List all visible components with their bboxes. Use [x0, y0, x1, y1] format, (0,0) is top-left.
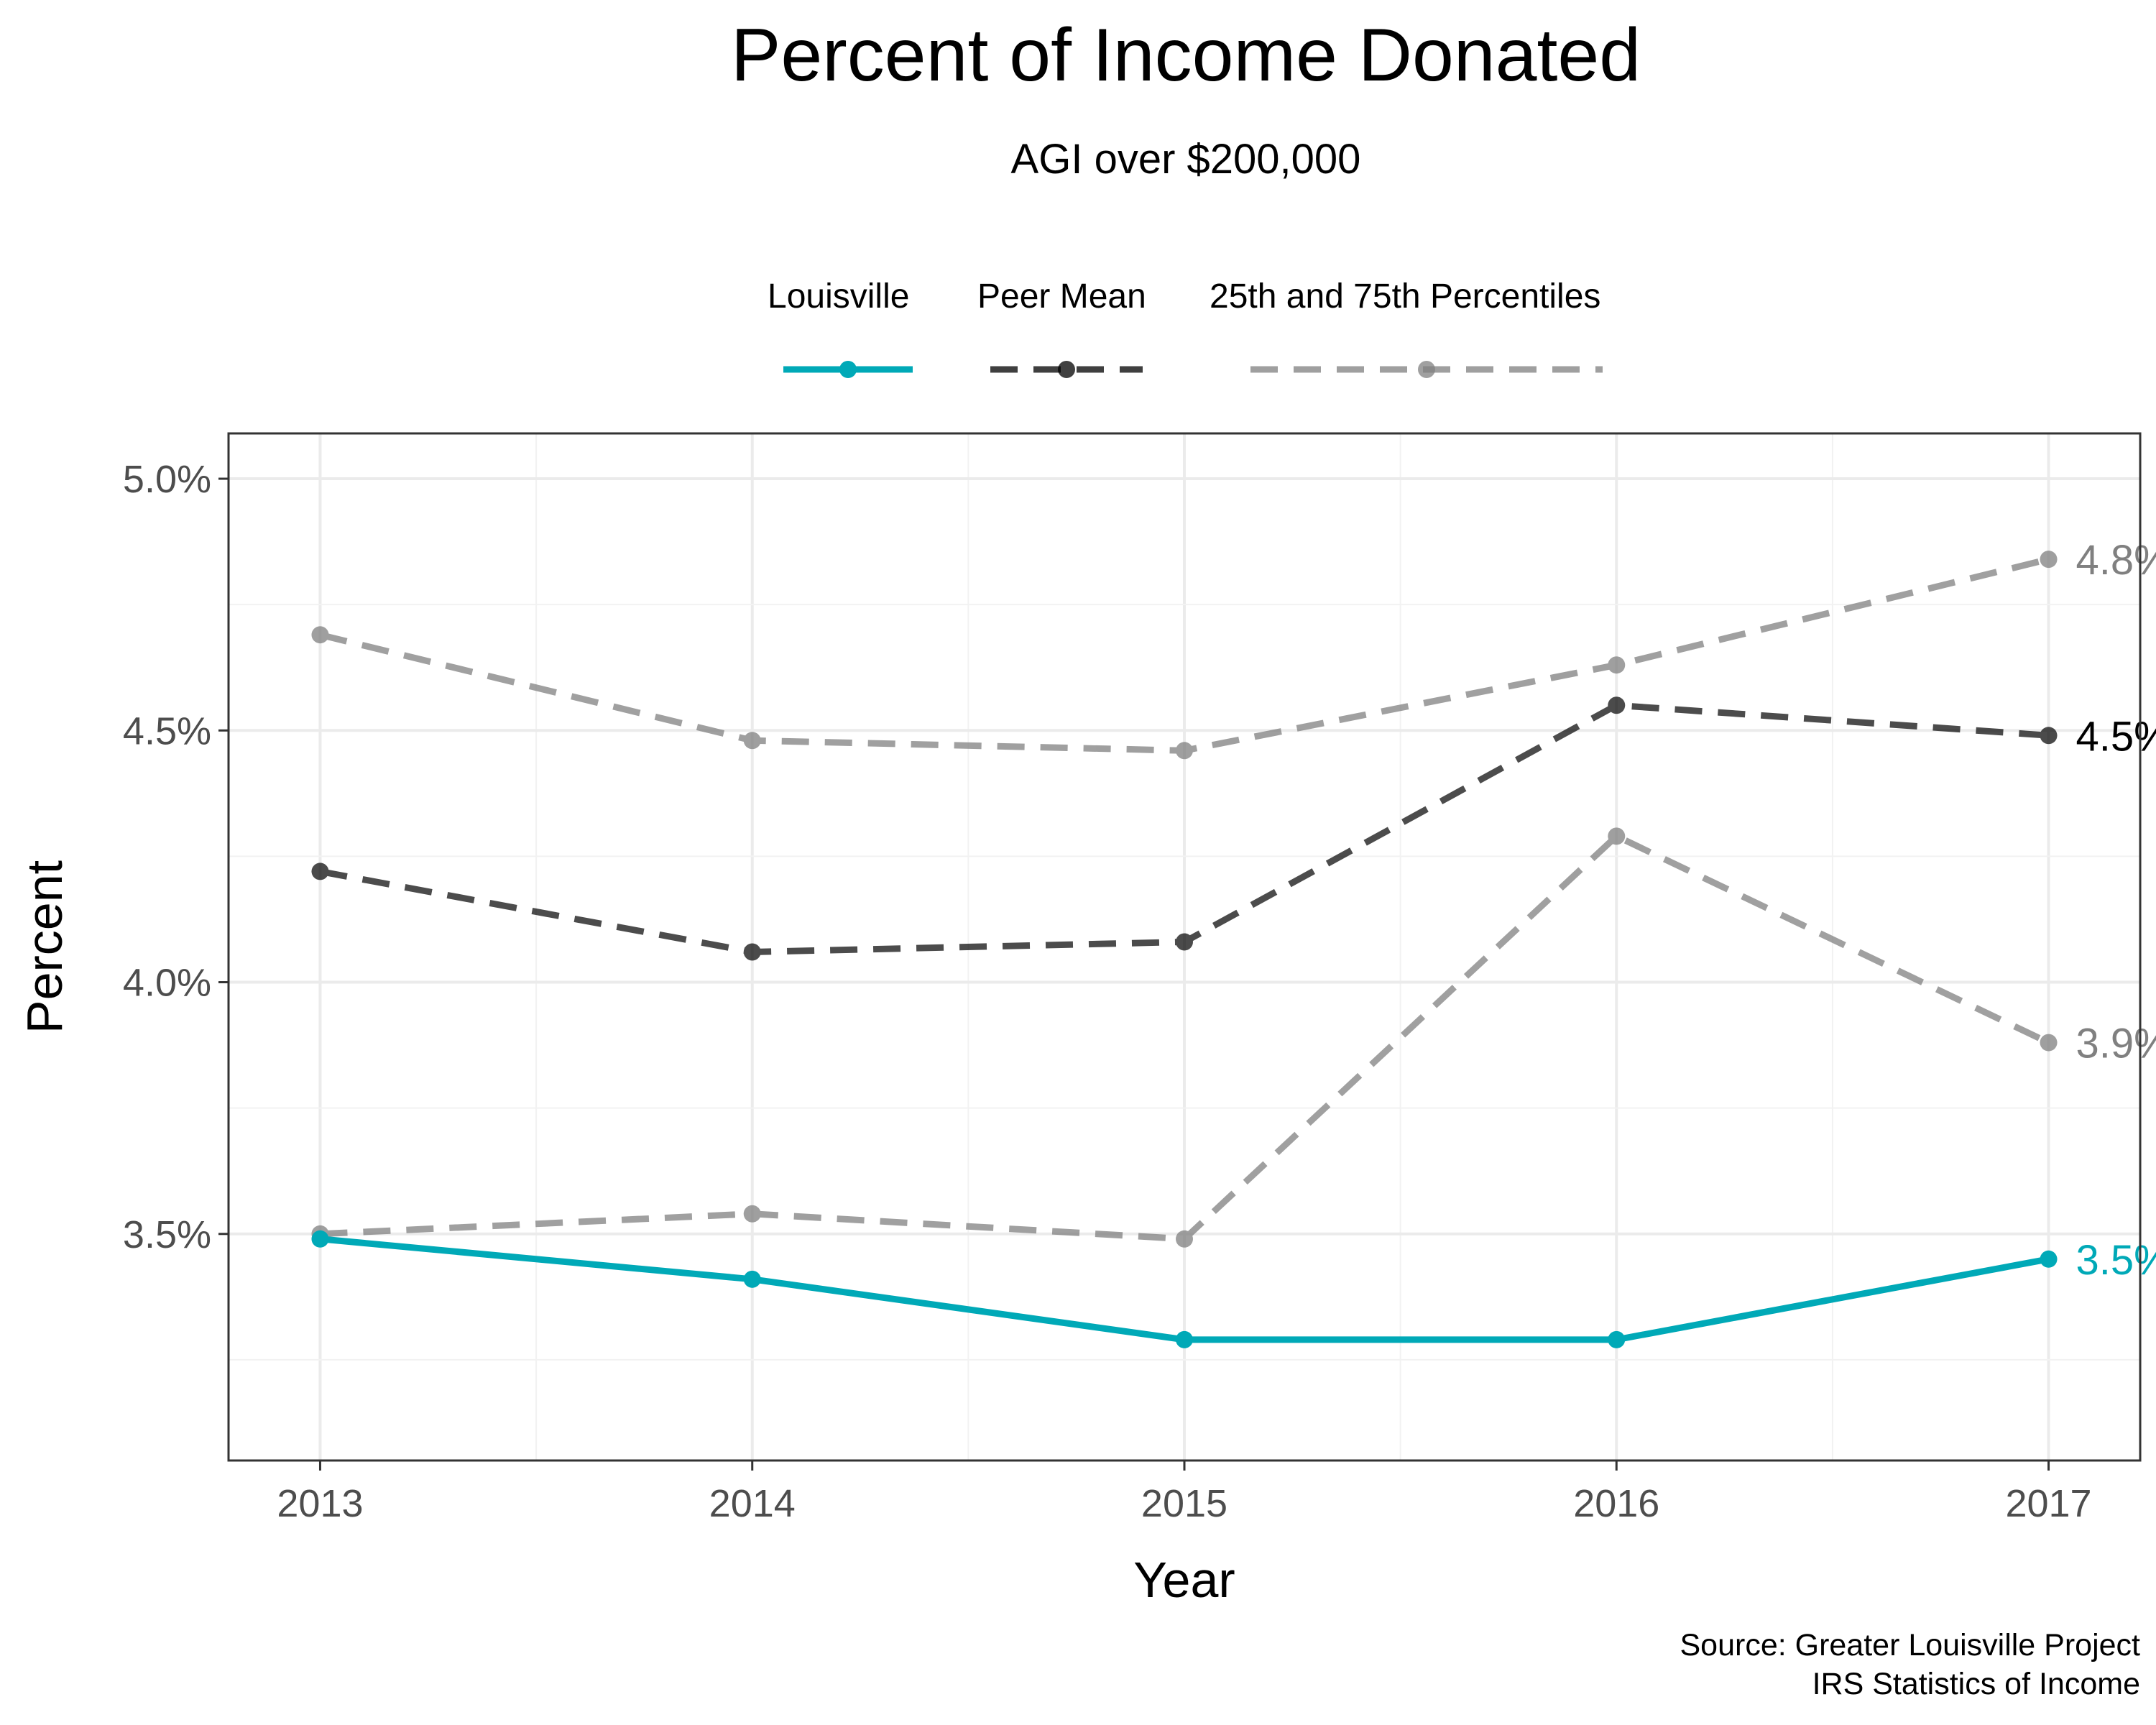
data-point	[1608, 1330, 1626, 1348]
legend-label: Louisville	[768, 277, 909, 316]
data-point	[2040, 1034, 2058, 1052]
chart-subtitle: AGI over $200,000	[1010, 136, 1361, 183]
y-axis-title: Percent	[17, 860, 73, 1034]
end-label: 3.5%	[2076, 1237, 2156, 1284]
legend-marker	[1418, 361, 1435, 378]
data-point	[2040, 551, 2058, 569]
x-axis-title: Year	[1133, 1552, 1235, 1608]
y-tick-label: 4.5%	[123, 709, 211, 753]
series-layer: 4.8% 3.9% 4.5% 3.5%	[311, 537, 2156, 1348]
data-point	[311, 626, 329, 644]
x-tick-label: 2015	[1141, 1482, 1227, 1525]
y-tick-label: 5.0%	[123, 458, 211, 501]
data-point	[311, 862, 329, 880]
end-label: 4.5%	[2076, 713, 2156, 760]
data-point	[2040, 727, 2058, 745]
data-point	[743, 1205, 761, 1223]
end-label: 4.8%	[2076, 537, 2156, 584]
source-note: Source: Greater Louisville Project IRS S…	[1680, 1626, 2140, 1703]
data-point	[743, 943, 761, 961]
data-point	[1176, 742, 1193, 760]
series-louisville	[311, 1230, 2058, 1348]
chart-title: Percent of Income Donated	[730, 14, 1641, 97]
x-tick-label: 2014	[709, 1482, 796, 1525]
data-point	[1608, 827, 1626, 845]
end-label: 3.9%	[2076, 1021, 2156, 1067]
data-point	[1608, 696, 1626, 714]
legend-item-0: Louisville	[768, 277, 913, 378]
series-peer-mean	[311, 696, 2058, 961]
legend-label: Peer Mean	[977, 277, 1146, 316]
series-25th-percentile	[311, 827, 2058, 1248]
x-tick-label: 2016	[1573, 1482, 1659, 1525]
source-line-2: IRS Statistics of Income	[1812, 1667, 2140, 1701]
data-point	[1176, 1330, 1193, 1348]
legend-label: 25th and 75th Percentiles	[1210, 277, 1600, 316]
series-75th-percentile	[311, 551, 2058, 760]
y-tick-label: 3.5%	[123, 1213, 211, 1256]
data-point	[743, 732, 761, 750]
legend: Louisville Peer Mean 25th and 75th Percent…	[768, 277, 1603, 378]
x-tick-label: 2017	[2005, 1482, 2091, 1525]
source-line-1: Source: Greater Louisville Project	[1680, 1628, 2140, 1662]
axes: 2013 2014 2015 2016 2017 3.5% 4.0% 4.5% 5.0% Year…	[17, 458, 2092, 1608]
data-point	[311, 1230, 329, 1248]
y-tick-label: 4.0%	[123, 962, 211, 1005]
legend-marker	[839, 361, 857, 378]
legend-marker	[1058, 361, 1075, 378]
data-point	[1176, 933, 1193, 951]
legend-item-2: 25th and 75th Percentiles	[1210, 277, 1603, 378]
legend-item-1: Peer Mean	[977, 277, 1146, 378]
data-point	[1608, 656, 1626, 674]
data-point	[743, 1270, 761, 1288]
x-tick-label: 2013	[277, 1482, 363, 1525]
data-point	[1176, 1230, 1193, 1248]
data-point	[2040, 1250, 2058, 1268]
